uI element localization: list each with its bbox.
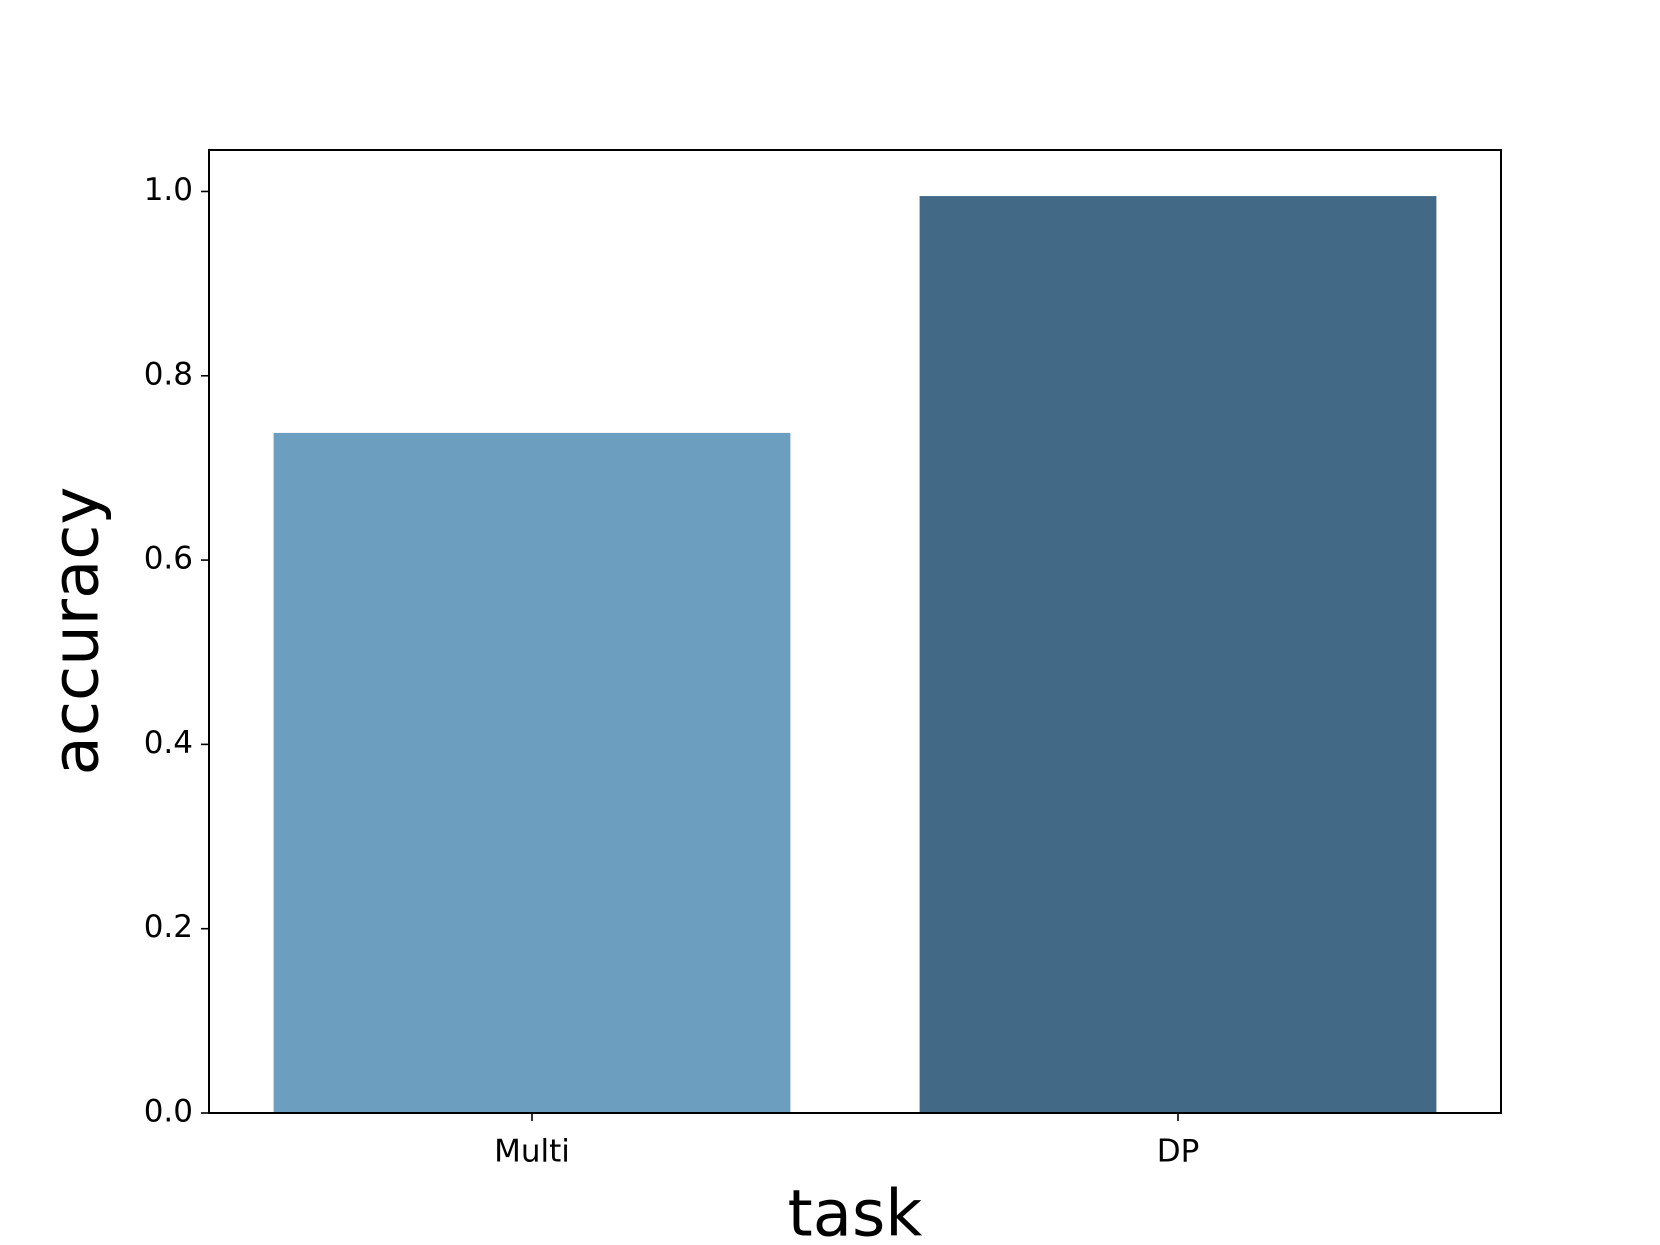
y-tick-label: 0.2 [144, 909, 193, 945]
x-tick-label: Multi [494, 1134, 570, 1170]
y-tick-label: 0.0 [144, 1094, 193, 1130]
y-tick-label: 1.0 [144, 172, 193, 208]
x-axis-label: task [788, 1178, 923, 1245]
plot-frame [208, 149, 1502, 1114]
bar [273, 432, 791, 1113]
bar [919, 196, 1437, 1114]
y-tick-label: 0.6 [144, 541, 193, 577]
y-tick-label: 0.4 [144, 725, 193, 761]
x-tick-label: DP [1157, 1134, 1200, 1170]
y-axis-label: accuracy [40, 487, 114, 776]
y-tick-label: 0.8 [144, 356, 193, 392]
